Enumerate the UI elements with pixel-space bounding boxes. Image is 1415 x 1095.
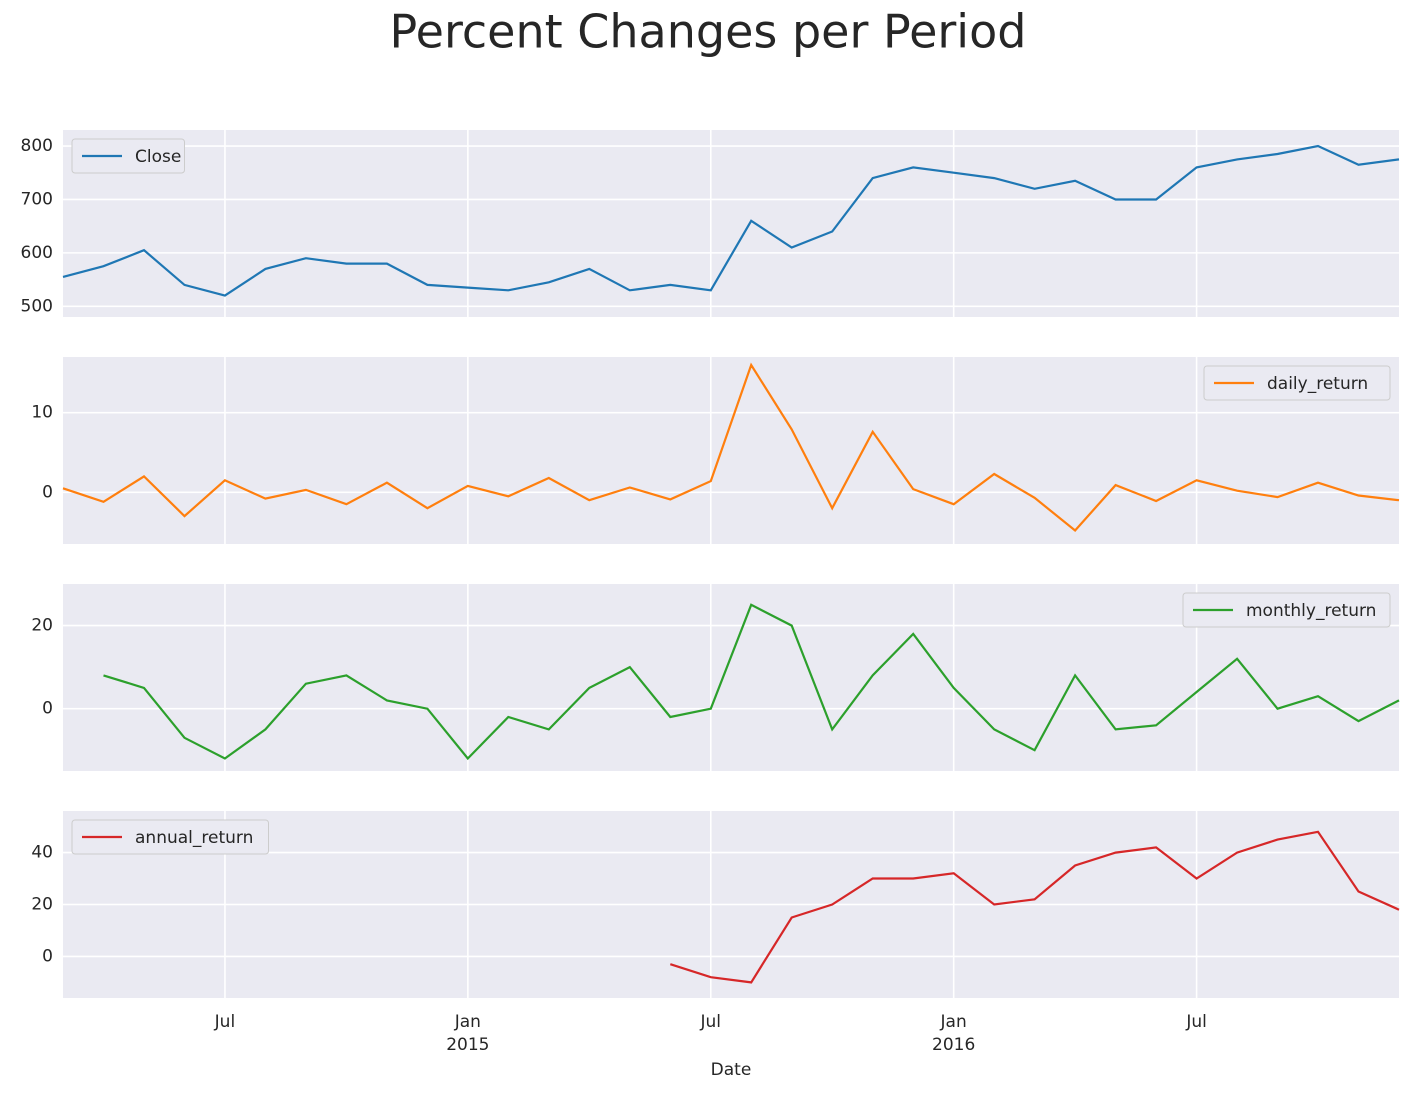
y-tick-label: 0	[42, 699, 53, 719]
y-tick-label: 20	[31, 895, 53, 915]
line	[669, 830, 1400, 984]
legend-label: Close	[135, 147, 181, 167]
line	[62, 144, 1400, 297]
legend-label: monthly_return	[1246, 601, 1376, 621]
y-tick-label: 40	[31, 843, 53, 863]
legend: daily_return	[1203, 365, 1391, 401]
legend-label: daily_return	[1267, 374, 1368, 394]
plot-background	[63, 584, 1399, 771]
y-tick-label: 10	[31, 403, 53, 423]
x-tick-label: Jul	[1185, 1012, 1207, 1032]
plot-background	[63, 130, 1399, 317]
y-tick-label: 0	[42, 482, 53, 502]
legend-box	[71, 138, 185, 174]
y-tick-label: 0	[42, 946, 53, 966]
x-tick-label: Jul	[699, 1012, 721, 1032]
figure-title: Percent Changes per Period	[390, 5, 1027, 59]
x-tick-label: Jul	[214, 1012, 236, 1032]
y-tick-label: 700	[21, 189, 53, 209]
x-tick-label: Jan 2016	[932, 1012, 975, 1055]
legend: Close	[71, 138, 185, 174]
x-axis-label: Date	[711, 1060, 752, 1080]
legend-label: annual_return	[135, 828, 253, 848]
plot-background	[63, 357, 1399, 544]
y-tick-label: 500	[21, 296, 53, 316]
y-tick-label: 20	[31, 616, 53, 636]
x-tick-label: Jan 2015	[446, 1012, 489, 1055]
legend: monthly_return	[1182, 592, 1391, 628]
line	[103, 603, 1400, 761]
legend-box	[1203, 365, 1391, 401]
legend: annual_return	[71, 819, 269, 855]
y-tick-label: 600	[21, 243, 53, 263]
legend-box	[1182, 592, 1391, 628]
legend-box	[71, 819, 269, 855]
line	[62, 362, 1400, 533]
y-tick-label: 800	[21, 136, 53, 156]
